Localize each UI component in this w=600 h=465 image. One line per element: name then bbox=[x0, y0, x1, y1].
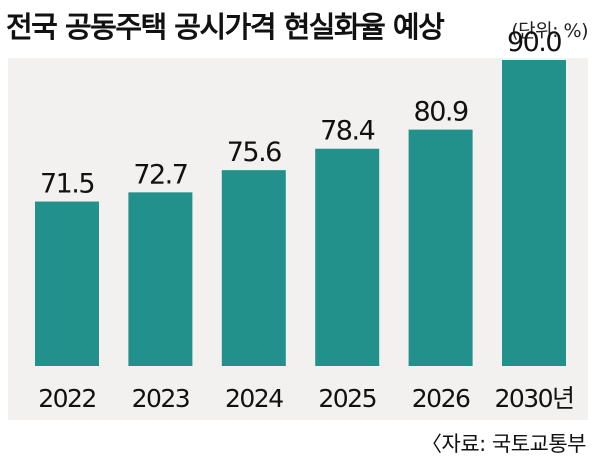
category-label-2026: 2026 bbox=[412, 384, 470, 413]
source-label: 〈자료: 국토교통부 bbox=[421, 432, 587, 456]
bar-2025 bbox=[315, 148, 380, 366]
chart-background bbox=[8, 58, 588, 420]
value-label-2030년: 90.0 bbox=[507, 27, 561, 58]
category-label-2022: 2022 bbox=[38, 384, 96, 413]
category-label-2025: 2025 bbox=[318, 384, 376, 413]
bar-2024 bbox=[221, 170, 286, 366]
value-label-2025: 78.4 bbox=[320, 116, 374, 147]
bar-2022 bbox=[35, 201, 99, 366]
bar-2030년 bbox=[502, 60, 566, 366]
value-label-2026: 80.9 bbox=[414, 97, 468, 128]
unit-label: (단위: %) bbox=[511, 20, 588, 42]
bar-2026 bbox=[408, 129, 473, 366]
chart-title: 전국 공동주택 공시가격 현실화율 예상 bbox=[6, 10, 445, 44]
category-label-2030년: 2030년 bbox=[494, 384, 573, 413]
category-label-2023: 2023 bbox=[132, 384, 190, 413]
category-label-2024: 2024 bbox=[225, 384, 283, 413]
value-label-2024: 75.6 bbox=[227, 137, 281, 168]
value-label-2023: 72.7 bbox=[133, 159, 187, 190]
value-label-2022: 71.5 bbox=[40, 169, 94, 200]
bar-2023 bbox=[128, 192, 193, 366]
